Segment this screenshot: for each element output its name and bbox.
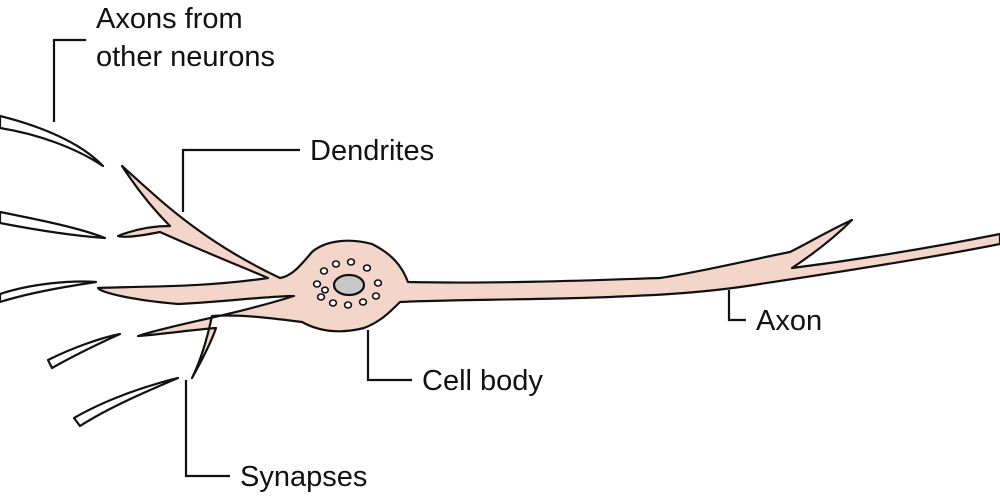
label-cell-body: Cell body [422,365,543,397]
vesicle [371,292,381,300]
label-axon: Axon [756,305,822,337]
leader-dendrites [181,148,300,212]
incoming-axon-4 [46,332,122,370]
leader-lines [52,38,746,478]
incoming-axon-5 [72,376,180,428]
vesicle [319,267,329,275]
leader-synapses [184,380,230,478]
vesicle [328,299,338,307]
incoming-axon-1 [0,114,105,168]
incoming-axon-3 [0,280,98,304]
leader-axon [727,290,746,322]
leader-axons-from-other-neurons [52,38,86,122]
label-axons-from-line2: other neurons [96,41,275,73]
label-axons-from-line1: Axons from [96,3,243,35]
labels: Axons from other neurons Dendrites Axon … [96,3,822,493]
vesicle [331,260,341,268]
vesicle [343,301,353,309]
label-synapses: Synapses [240,461,367,493]
vesicle [346,258,356,266]
incoming-axon-2 [0,210,107,240]
label-dendrites: Dendrites [310,135,434,167]
vesicle [358,298,368,306]
vesicle [312,280,322,288]
vesicle [373,279,383,287]
leader-cell-body [366,330,412,382]
incoming-axons [0,114,180,428]
vesicle [316,293,326,301]
nucleus [332,273,366,297]
vesicle [362,264,372,272]
vesicle [320,286,329,294]
vesicles [312,258,383,309]
neuron-shape [96,164,1000,380]
